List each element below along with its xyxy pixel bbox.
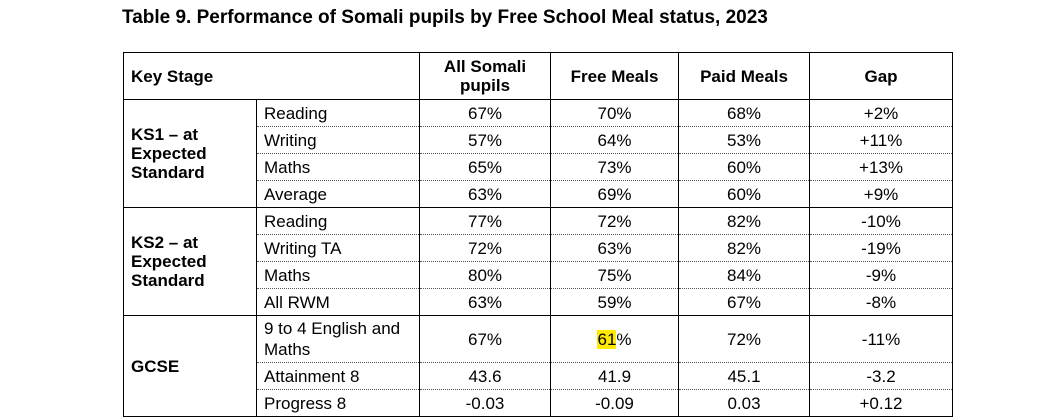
cell-paid-meals: 0.03	[678, 389, 810, 417]
cell-paid-meals: 67%	[678, 288, 810, 316]
cell-free-meals: 64%	[550, 126, 679, 154]
cell-free-meals: 41.9	[550, 362, 679, 390]
cell-free-meals: 73%	[550, 153, 679, 181]
cell-gap: -8%	[809, 288, 954, 316]
cell-all-somali: 57%	[419, 126, 551, 154]
cell-all-somali: -0.03	[419, 389, 551, 417]
cell-all-somali: 63%	[419, 288, 551, 316]
cell-all-somali: 72%	[419, 234, 551, 262]
table-title: Table 9. Performance of Somali pupils by…	[122, 7, 768, 28]
row-label: Average	[255, 180, 420, 208]
table-row: Maths 80% 75% 84% -9%	[124, 261, 954, 289]
group-label-gcse: GCSE	[123, 315, 257, 417]
cell-all-somali: 80%	[419, 261, 551, 289]
table-row: GCSE 9 to 4 English and Maths 67% 61% 72…	[123, 315, 954, 417]
cell-paid-meals: 68%	[678, 99, 810, 127]
cell-gap: -10%	[809, 207, 954, 235]
cell-paid-meals: 84%	[678, 261, 810, 289]
row-label: Writing TA	[255, 234, 420, 262]
cell-free-meals: 72%	[550, 207, 679, 235]
header-free-meals: Free Meals	[550, 52, 680, 100]
header-all-somali: All Somali pupils	[419, 52, 552, 100]
table-row: All RWM 63% 59% 67% -8%	[124, 288, 954, 316]
cell-paid-meals: 82%	[678, 234, 810, 262]
cell-free-meals: 59%	[550, 288, 679, 316]
highlighted-value: 61	[597, 329, 617, 349]
table-row: Maths 65% 73% 60% +13%	[124, 153, 954, 181]
cell-gap: +2%	[809, 99, 954, 127]
cell-gap: +0.12	[809, 389, 954, 417]
row-label: Reading	[255, 207, 420, 235]
row-label: Maths	[255, 153, 420, 181]
row-label: Writing	[255, 126, 420, 154]
cell-free-meals: 69%	[550, 180, 679, 208]
cell-free-meals: 75%	[550, 261, 679, 289]
table-row: KS1 – at Expected Standard Reading 67% 7…	[123, 99, 954, 208]
cell-gap: +13%	[809, 153, 954, 181]
cell-all-somali: 65%	[419, 153, 551, 181]
cell-all-somali: 67%	[419, 99, 551, 127]
row-label: All RWM	[255, 288, 420, 316]
cell-paid-meals: 60%	[678, 180, 810, 208]
row-label: Progress 8	[255, 389, 420, 417]
cell-paid-meals: 72%	[678, 315, 810, 363]
row-label: Maths	[255, 261, 420, 289]
table-row: Writing 57% 64% 53% +11%	[124, 126, 954, 154]
group-label-ks2: KS2 – at Expected Standard	[123, 207, 257, 316]
cell-paid-meals: 82%	[678, 207, 810, 235]
header-row: Key Stage All Somali pupils Free Meals P…	[122, 52, 954, 100]
cell-all-somali: 63%	[419, 180, 551, 208]
cell-gap: -19%	[809, 234, 954, 262]
table-row: Progress 8 -0.03 -0.09 0.03 +0.12	[124, 389, 954, 417]
cell-gap: -9%	[809, 261, 954, 289]
cell-free-meals: 61%	[550, 315, 679, 363]
group-label-ks1: KS1 – at Expected Standard	[123, 99, 257, 208]
header-key-stage: Key Stage	[122, 52, 421, 100]
table-row: Average 63% 69% 60% +9%	[124, 180, 954, 208]
cell-free-meals: -0.09	[550, 389, 679, 417]
row-label: 9 to 4 English and Maths	[255, 315, 420, 363]
cell-all-somali: 77%	[419, 207, 551, 235]
table-row: Attainment 8 43.6 41.9 45.1 -3.2	[124, 362, 954, 390]
header-paid-meals: Paid Meals	[678, 52, 811, 100]
cell-paid-meals: 60%	[678, 153, 810, 181]
cell-gap: -11%	[809, 315, 954, 363]
table-row: KS2 – at Expected Standard Reading 77% 7…	[123, 207, 954, 316]
cell-gap: +9%	[809, 180, 954, 208]
cell-all-somali: 67%	[419, 315, 551, 363]
row-label: Reading	[255, 99, 420, 127]
value-suffix: %	[616, 329, 632, 349]
table-row: Writing TA 72% 63% 82% -19%	[124, 234, 954, 262]
cell-paid-meals: 53%	[678, 126, 810, 154]
row-label: Attainment 8	[255, 362, 420, 390]
cell-free-meals: 63%	[550, 234, 679, 262]
cell-paid-meals: 45.1	[678, 362, 810, 390]
cell-gap: -3.2	[809, 362, 954, 390]
performance-table: Key Stage All Somali pupils Free Meals P…	[122, 52, 954, 417]
cell-all-somali: 43.6	[419, 362, 551, 390]
cell-free-meals: 70%	[550, 99, 679, 127]
header-gap: Gap	[809, 52, 954, 100]
cell-gap: +11%	[809, 126, 954, 154]
